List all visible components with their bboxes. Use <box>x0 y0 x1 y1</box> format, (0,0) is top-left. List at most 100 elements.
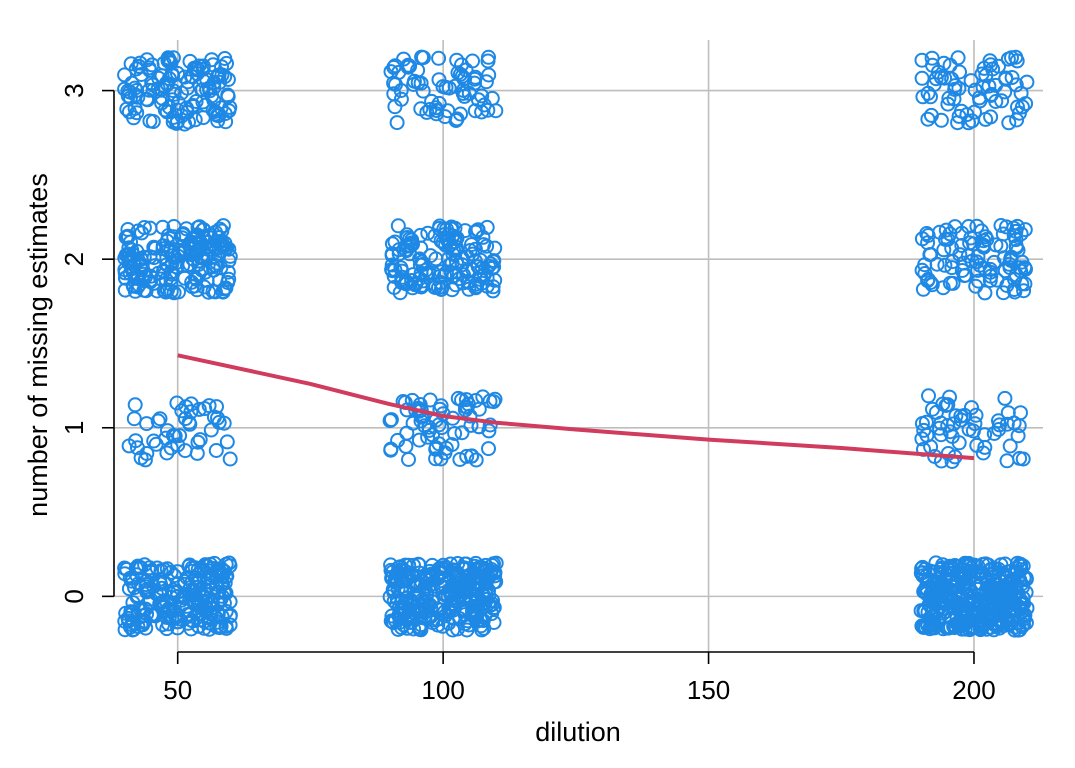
data-point <box>1007 565 1023 581</box>
data-point <box>1006 282 1022 297</box>
data-point <box>464 592 480 608</box>
data-point <box>383 562 399 578</box>
data-point <box>121 229 136 244</box>
data-point <box>201 621 217 637</box>
data-point <box>999 453 1015 469</box>
data-point <box>174 403 190 419</box>
data-point <box>1006 220 1022 236</box>
data-point <box>1009 112 1025 128</box>
data-point <box>430 617 446 633</box>
data-point <box>923 89 938 105</box>
data-point <box>136 249 152 265</box>
data-point <box>463 448 479 464</box>
data-point <box>413 622 429 638</box>
data-point <box>942 424 958 440</box>
data-point <box>155 617 171 633</box>
data-point <box>159 445 175 461</box>
data-point <box>394 272 410 287</box>
data-point <box>152 574 168 590</box>
data-point <box>209 619 225 635</box>
data-point <box>220 72 236 87</box>
data-point <box>1012 450 1028 466</box>
data-point <box>922 247 938 263</box>
data-point <box>148 240 163 256</box>
data-point <box>138 283 154 299</box>
data-point <box>974 223 989 239</box>
data-point <box>916 603 932 619</box>
data-point <box>924 50 940 66</box>
data-point <box>961 115 976 131</box>
data-point <box>188 235 204 251</box>
data-point <box>480 53 496 69</box>
data-point <box>447 599 463 615</box>
data-point <box>981 78 997 94</box>
data-point <box>482 417 498 433</box>
data-point <box>133 450 149 466</box>
data-point <box>191 401 207 417</box>
data-point <box>420 429 436 445</box>
data-point <box>945 275 961 291</box>
data-point <box>117 566 133 582</box>
data-point <box>431 95 447 111</box>
data-point <box>449 52 465 68</box>
data-point <box>174 85 189 101</box>
data-point <box>182 557 198 573</box>
data-point <box>127 397 143 413</box>
x-tick-label: 100 <box>421 675 464 705</box>
data-point <box>447 426 463 441</box>
data-point <box>206 80 222 96</box>
data-point <box>159 233 175 249</box>
data-point <box>919 427 935 443</box>
data-point <box>217 51 233 66</box>
data-point <box>925 57 940 73</box>
data-point <box>411 432 427 448</box>
data-point <box>159 621 175 637</box>
data-point <box>935 557 951 573</box>
data-point <box>961 219 977 234</box>
data-point <box>218 585 234 601</box>
data-point <box>205 57 221 73</box>
data-point <box>394 601 410 616</box>
data-point <box>995 615 1011 631</box>
data-point <box>389 115 405 131</box>
data-point <box>933 427 949 443</box>
data-point <box>118 270 134 286</box>
data-point <box>938 398 954 413</box>
data-point <box>937 70 953 86</box>
data-point <box>425 591 441 607</box>
data-point <box>986 576 1002 592</box>
data-point <box>952 64 967 80</box>
data-point <box>163 440 179 456</box>
data-point <box>1012 591 1028 607</box>
data-point <box>197 401 213 417</box>
data-point <box>181 415 197 430</box>
data-point <box>202 227 218 243</box>
data-point <box>386 59 402 75</box>
data-point <box>415 273 431 289</box>
data-point <box>125 278 141 294</box>
data-point <box>117 282 133 298</box>
grid-lines <box>114 40 1043 652</box>
data-point <box>1000 51 1016 67</box>
data-point <box>431 72 447 88</box>
data-point <box>190 434 206 450</box>
data-point <box>925 401 940 417</box>
data-point <box>964 400 979 416</box>
data-point <box>1008 238 1024 254</box>
data-point <box>213 260 229 276</box>
data-point <box>915 559 931 575</box>
data-point <box>954 238 970 253</box>
data-point <box>196 73 211 89</box>
data-point <box>163 564 179 580</box>
data-point <box>121 104 137 120</box>
data-point <box>132 600 148 616</box>
data-point <box>999 219 1014 235</box>
data-point <box>481 67 497 83</box>
data-point <box>139 52 155 68</box>
data-point <box>1001 115 1017 131</box>
data-point <box>390 218 406 234</box>
data-point <box>117 67 133 83</box>
data-point <box>956 617 972 633</box>
data-point <box>222 608 238 624</box>
data-point <box>209 255 225 271</box>
